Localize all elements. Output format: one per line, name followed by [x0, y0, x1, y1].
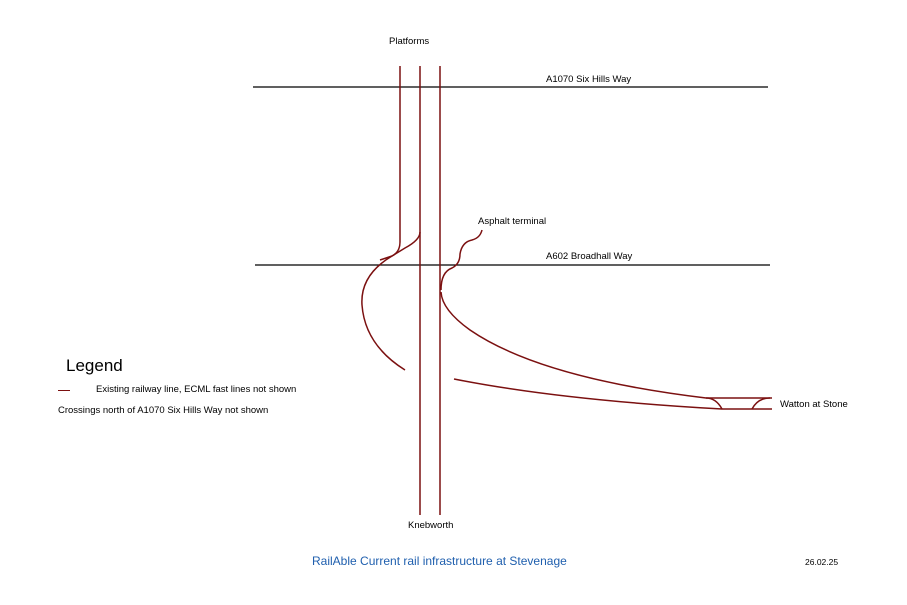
legend-title: Legend	[66, 356, 123, 375]
legend-note: Crossings north of A1070 Six Hills Way n…	[58, 405, 269, 416]
rail-crossover	[391, 231, 421, 257]
footer-date: 26.02.25	[805, 557, 839, 567]
rail-line-west-platform	[379, 66, 401, 261]
label-platforms: Platforms	[389, 36, 430, 47]
rail-west-curve	[361, 255, 406, 371]
rail-watton-lower	[453, 378, 772, 410]
legend-rail-swatch	[58, 390, 70, 391]
label-knebworth: Knebworth	[408, 520, 454, 531]
legend-line-item: Existing railway line, ECML fast lines n…	[96, 384, 297, 395]
label-watton-at-stone: Watton at Stone	[780, 399, 848, 410]
label-road-a1070: A1070 Six Hills Way	[546, 74, 632, 85]
footer-title: RailAble Current rail infrastructure at …	[312, 554, 567, 568]
label-asphalt-terminal: Asphalt terminal	[478, 216, 547, 227]
rail-watton-upper	[440, 291, 772, 399]
rail-asphalt-spur	[440, 229, 483, 291]
rail-watton-loop	[705, 397, 771, 410]
label-road-a602: A602 Broadhall Way	[546, 251, 633, 262]
